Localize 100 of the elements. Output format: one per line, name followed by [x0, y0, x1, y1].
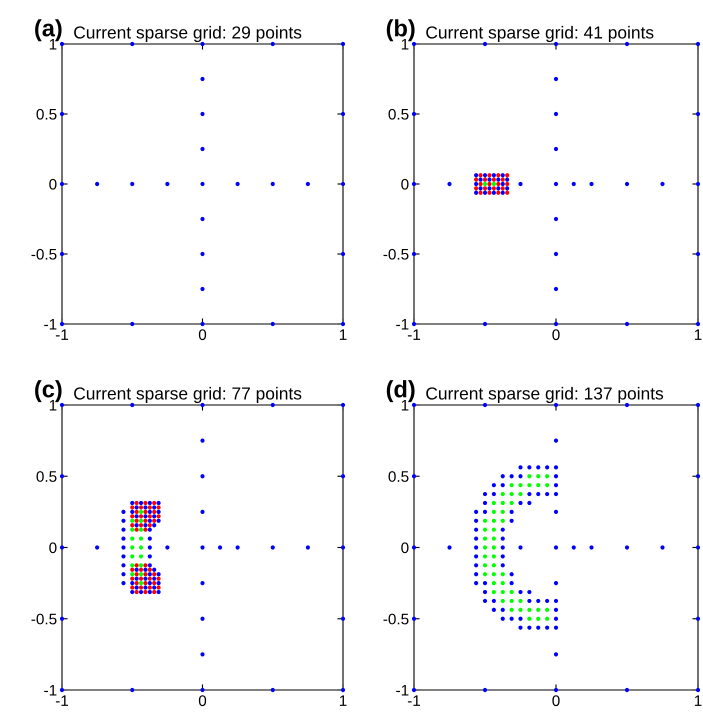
y-tick-label: 0.5	[36, 471, 56, 482]
point	[482, 572, 488, 576]
point	[138, 585, 144, 590]
point	[130, 523, 134, 528]
point	[152, 510, 156, 514]
y-tick-label: 0.5	[388, 471, 408, 482]
point	[482, 518, 488, 523]
text: (a)	[35, 19, 62, 42]
point	[474, 190, 478, 195]
point	[518, 598, 523, 604]
y-tick-label: -0.5	[383, 614, 408, 624]
point	[200, 42, 205, 46]
chart-title: Current sparse grid: 29 points	[74, 26, 302, 42]
point	[500, 590, 505, 594]
point	[492, 554, 496, 558]
point	[134, 572, 139, 576]
point	[510, 598, 514, 604]
chart-title: Current sparse grid: 137 points	[426, 386, 664, 404]
point	[545, 608, 550, 612]
y-tick-label: 1	[402, 39, 408, 50]
point	[60, 322, 64, 326]
point	[412, 42, 416, 46]
point	[95, 182, 100, 186]
point	[482, 178, 488, 182]
point	[482, 190, 488, 195]
y-tick-label: 1	[50, 39, 56, 50]
point	[660, 182, 665, 186]
point	[138, 581, 144, 586]
point	[474, 182, 478, 186]
point	[156, 505, 161, 510]
point	[482, 186, 488, 190]
point	[474, 178, 478, 182]
point	[130, 528, 134, 532]
point	[487, 186, 492, 190]
point	[148, 523, 152, 528]
point	[487, 178, 492, 182]
point	[152, 518, 156, 523]
point	[148, 585, 152, 590]
point	[492, 563, 496, 568]
point	[412, 322, 416, 326]
point	[138, 576, 144, 581]
point	[138, 510, 144, 514]
point	[500, 598, 505, 604]
x-tick-label: 0	[198, 329, 206, 340]
point	[130, 518, 134, 523]
point	[492, 178, 496, 182]
point	[527, 474, 532, 478]
point	[492, 173, 496, 178]
point	[554, 76, 558, 82]
point	[527, 608, 532, 612]
point	[496, 182, 500, 186]
point	[492, 510, 496, 514]
point	[554, 286, 558, 292]
point	[554, 112, 558, 116]
point	[492, 528, 496, 532]
point	[536, 608, 540, 612]
point	[500, 510, 505, 514]
point	[138, 518, 144, 523]
point	[134, 510, 139, 514]
point	[500, 178, 505, 182]
point	[474, 173, 478, 178]
point	[518, 608, 523, 612]
point	[487, 182, 492, 186]
point	[500, 572, 505, 576]
y-tick-label: -0.5	[383, 248, 408, 260]
point	[518, 492, 523, 496]
point	[492, 182, 496, 186]
x-tick-label: 1	[340, 329, 347, 340]
point	[143, 528, 148, 532]
point	[130, 182, 134, 186]
x-tick-label: 0	[552, 695, 560, 706]
y-tick-label: 0	[49, 542, 57, 554]
point	[554, 146, 558, 152]
point	[487, 173, 492, 178]
point	[200, 112, 205, 116]
point	[60, 42, 64, 46]
point	[148, 568, 152, 572]
point	[138, 572, 144, 576]
point	[482, 173, 488, 178]
point	[130, 576, 134, 581]
point	[505, 173, 510, 178]
y-tick-label: -1	[396, 685, 408, 696]
point	[500, 581, 505, 586]
point	[138, 523, 144, 528]
y-tick-label: 1	[402, 400, 408, 411]
point	[138, 554, 144, 558]
point	[130, 322, 134, 326]
point	[482, 563, 488, 568]
point	[138, 514, 144, 518]
point	[478, 173, 483, 178]
point	[134, 590, 139, 594]
point	[554, 322, 558, 326]
point	[143, 500, 148, 506]
point	[200, 146, 205, 152]
x-tick-label: 1	[694, 695, 702, 706]
point	[500, 492, 505, 496]
point	[412, 112, 416, 116]
point	[340, 322, 346, 326]
point	[130, 505, 134, 510]
y-tick-label: -1	[44, 319, 56, 330]
